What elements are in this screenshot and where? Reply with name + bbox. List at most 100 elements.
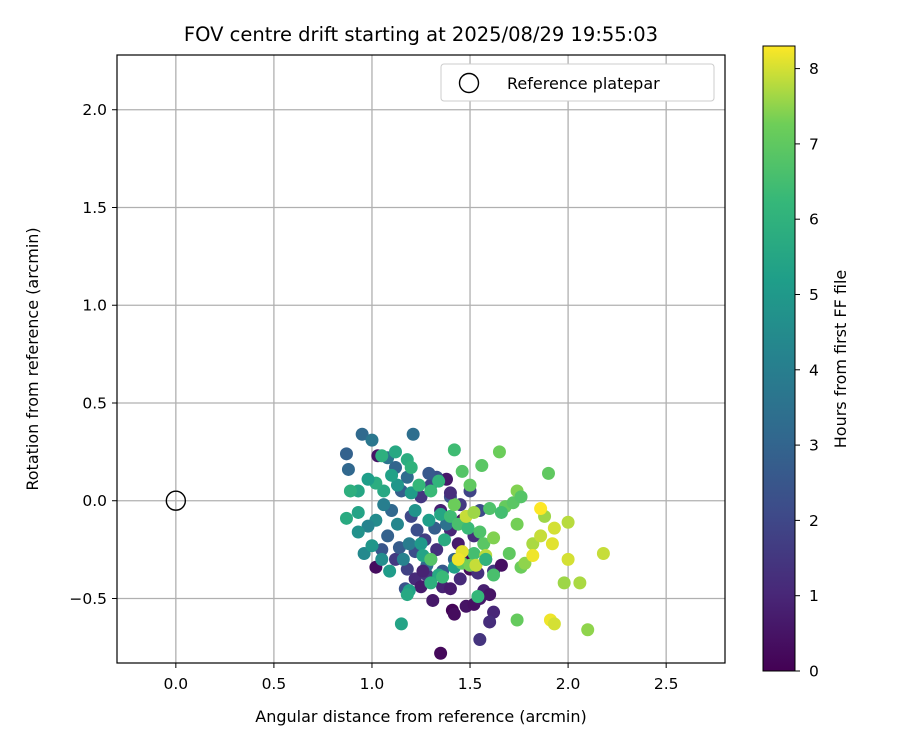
- data-point: [447, 607, 461, 621]
- data-point: [424, 484, 438, 498]
- x-tick-label: 1.5: [458, 675, 483, 693]
- data-point: [416, 564, 430, 578]
- chart-title: FOV centre drift starting at 2025/08/29 …: [184, 23, 658, 46]
- data-point: [341, 462, 355, 476]
- data-point: [375, 543, 389, 557]
- data-point: [355, 427, 369, 441]
- x-tick-label: 2.0: [556, 675, 581, 693]
- data-point: [365, 539, 379, 553]
- data-point: [547, 617, 561, 631]
- data-points: [339, 427, 610, 660]
- colorbar-tick-label: 6: [809, 211, 819, 229]
- data-point: [343, 484, 357, 498]
- data-point: [406, 427, 420, 441]
- data-point: [432, 474, 446, 488]
- data-point: [483, 588, 497, 602]
- y-tick-label: 0.0: [82, 492, 107, 510]
- data-point: [467, 547, 481, 561]
- legend-reference-marker: [458, 72, 480, 94]
- x-axis-label: Angular distance from reference (arcmin): [255, 707, 586, 726]
- data-point: [561, 552, 575, 566]
- data-point: [390, 517, 404, 531]
- colorbar-tick-label: 0: [809, 663, 819, 681]
- y-axis-ticks: −0.5 0.0 0.5 1.0 1.5 2.0: [69, 101, 117, 608]
- data-point: [473, 525, 487, 539]
- data-point: [351, 525, 365, 539]
- data-point: [534, 502, 548, 516]
- data-point: [361, 519, 375, 533]
- data-point: [463, 478, 477, 492]
- colorbar-tick-label: 7: [809, 135, 819, 153]
- data-point: [581, 623, 595, 637]
- data-point: [596, 547, 610, 561]
- y-tick-label: 1.0: [82, 297, 107, 315]
- data-point: [447, 443, 461, 457]
- data-point: [339, 447, 353, 461]
- data-point: [414, 580, 428, 594]
- data-point: [396, 552, 410, 566]
- data-point: [394, 617, 408, 631]
- x-tick-label: 2.5: [654, 675, 679, 693]
- data-point: [453, 572, 467, 586]
- colorbar-tick-label: 3: [809, 437, 819, 455]
- colorbar-gradient: [762, 45, 796, 672]
- legend: Reference platepar: [440, 63, 715, 102]
- data-point: [534, 529, 548, 543]
- data-point: [502, 547, 516, 561]
- data-point: [436, 570, 450, 584]
- colorbar-tick-label: 8: [809, 60, 819, 78]
- data-point: [422, 513, 436, 527]
- data-point: [545, 537, 559, 551]
- data-point: [494, 558, 508, 572]
- data-point: [414, 490, 428, 504]
- data-point: [365, 433, 379, 447]
- data-point: [487, 568, 501, 582]
- data-point: [471, 590, 485, 604]
- data-point: [573, 576, 587, 590]
- legend-label: Reference platepar: [507, 74, 660, 93]
- data-point: [455, 464, 469, 478]
- data-point: [447, 498, 461, 512]
- y-tick-label: 1.5: [82, 199, 107, 217]
- reference-platepar-marker: [165, 490, 187, 511]
- data-point: [557, 576, 571, 590]
- data-point: [410, 523, 424, 537]
- data-point: [404, 461, 418, 475]
- colorbar-tick-label: 2: [809, 512, 819, 530]
- data-point: [375, 449, 389, 463]
- reference-marker-group: [165, 490, 187, 511]
- data-point: [487, 605, 501, 619]
- data-point: [400, 562, 414, 576]
- data-point: [434, 646, 448, 660]
- data-point: [469, 558, 483, 572]
- data-point: [510, 613, 524, 627]
- data-point: [477, 537, 491, 551]
- data-point: [389, 445, 403, 459]
- data-point: [408, 504, 422, 518]
- data-point: [526, 548, 540, 562]
- data-point: [479, 552, 493, 566]
- data-point: [541, 466, 555, 480]
- grid: [117, 55, 725, 663]
- data-point: [351, 505, 365, 519]
- data-point: [383, 564, 397, 578]
- data-point: [487, 531, 501, 545]
- data-point: [414, 537, 428, 551]
- data-point: [510, 517, 524, 531]
- data-point: [492, 445, 506, 459]
- data-point: [422, 466, 436, 480]
- data-point: [451, 552, 465, 566]
- data-point: [494, 505, 508, 519]
- colorbar-tick-label: 5: [809, 286, 819, 304]
- data-point: [443, 486, 457, 500]
- data-point: [377, 498, 391, 512]
- colorbar: 0 1 2 3 4 5 6 7 8 Hours from first FF file: [762, 45, 850, 681]
- data-point: [547, 521, 561, 535]
- colorbar-ticks: 0 1 2 3 4 5 6 7 8: [795, 60, 819, 681]
- data-point: [381, 529, 395, 543]
- data-point: [514, 490, 528, 504]
- data-point: [430, 543, 444, 557]
- x-tick-label: 1.0: [360, 675, 385, 693]
- data-point: [461, 521, 475, 535]
